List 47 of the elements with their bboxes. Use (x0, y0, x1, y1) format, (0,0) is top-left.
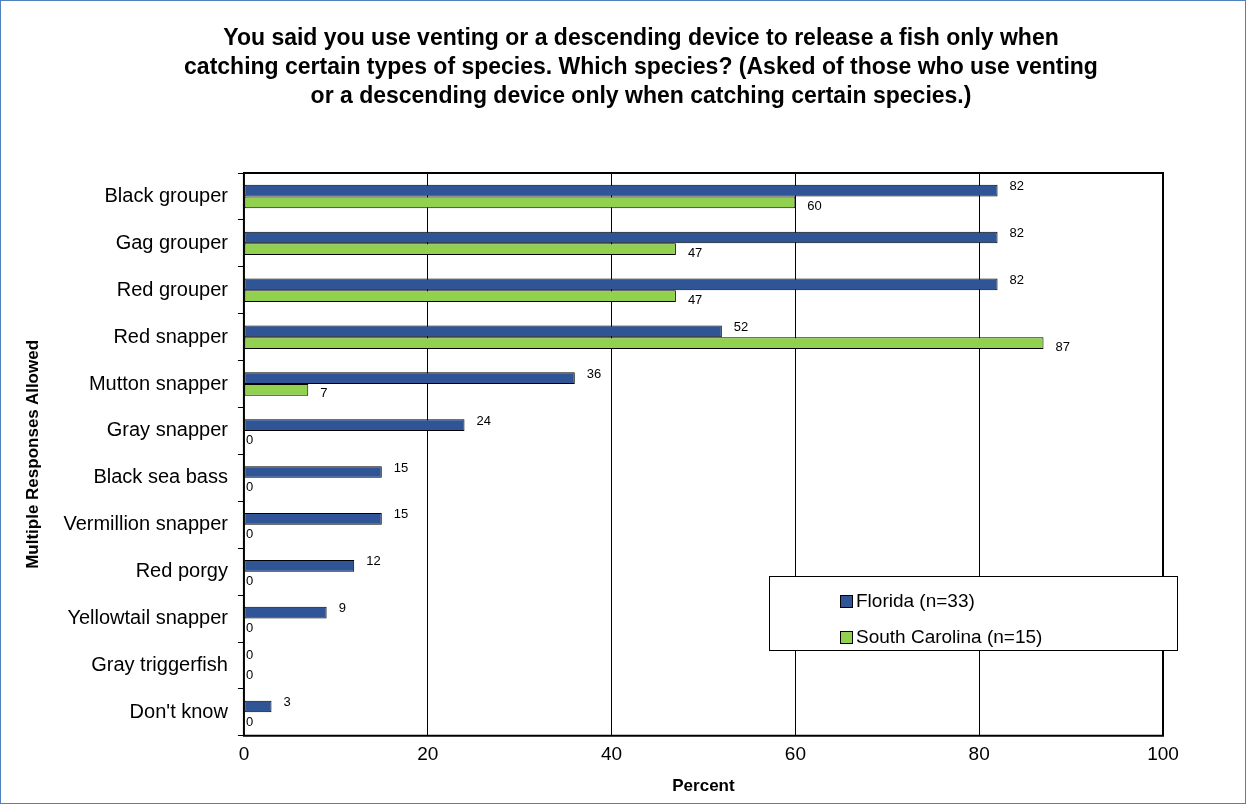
data-label: 82 (1009, 178, 1025, 194)
legend-label: Florida (n=33) (856, 590, 975, 612)
x-tick-label: 80 (968, 743, 990, 765)
data-label: 12 (366, 553, 381, 569)
data-label: 0 (245, 666, 254, 682)
data-label: 0 (245, 713, 254, 729)
y-tick-label: Mutton snapper (88, 371, 229, 394)
data-label: 60 (807, 197, 822, 213)
data-label: 87 (1055, 338, 1070, 354)
y-tick-label: Yellowtail snapper (67, 606, 229, 629)
y-tick-label: Vermillion snapper (63, 512, 229, 535)
data-label: 0 (245, 573, 254, 589)
data-label: 24 (476, 412, 491, 428)
chart-title: You said you use venting or a descending device to release a fish only when catching certain types of species. Which species? (Asked of those who use venting or a descending device only when catching certain species.) (183, 23, 1099, 110)
x-tick-label: 20 (417, 743, 439, 765)
data-label: 52 (733, 318, 749, 334)
x-axis-title: Percent (672, 776, 735, 796)
y-axis-title: Multiple Responses Allowed (22, 339, 42, 569)
data-label: 47 (687, 244, 703, 260)
y-tick-label: Black sea bass (93, 465, 228, 488)
y-tick-label: Gray triggerfish (91, 652, 228, 675)
data-label: 0 (245, 432, 254, 448)
data-label: 0 (245, 647, 254, 663)
x-tick-label: 60 (784, 743, 806, 765)
data-label: 82 (1009, 225, 1025, 241)
legend-label: South Carolina (n=15) (856, 626, 1043, 648)
data-label: 36 (586, 365, 602, 381)
y-tick-label: Red porgy (135, 559, 228, 582)
data-label: 9 (338, 600, 346, 616)
x-tick-label: 0 (238, 743, 250, 765)
y-tick-label: Don't know (129, 699, 229, 722)
x-tick-label: 100 (1147, 743, 1179, 765)
data-label: 0 (245, 479, 254, 495)
data-label: 0 (245, 526, 254, 542)
data-label: 0 (245, 619, 254, 635)
y-tick-label: Red snapper (113, 324, 229, 347)
y-tick-label: Red grouper (116, 277, 229, 300)
data-label: 15 (393, 459, 409, 475)
data-label: 15 (393, 506, 409, 522)
y-tick-label: Black grouper (104, 183, 229, 206)
data-label: 82 (1009, 271, 1025, 287)
x-tick-label: 40 (600, 743, 623, 765)
data-label: 47 (687, 291, 703, 307)
data-label: 7 (320, 385, 328, 401)
y-tick-label: Gray snapper (106, 418, 229, 441)
y-tick-label: Gag grouper (115, 230, 229, 253)
data-label: 3 (283, 694, 291, 710)
